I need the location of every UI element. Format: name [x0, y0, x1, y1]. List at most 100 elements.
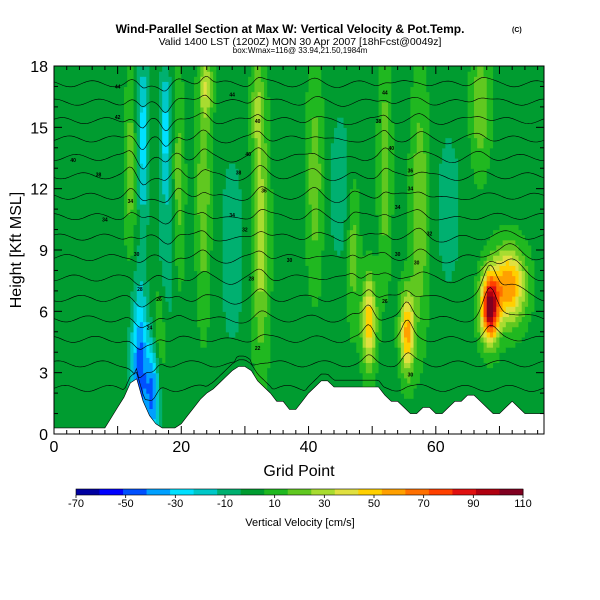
w-cell — [423, 357, 427, 434]
contour-label: 28 — [137, 287, 143, 293]
w-cell — [324, 66, 329, 434]
w-cell — [524, 331, 529, 434]
chart-subtitle: Valid 1400 LST (1200Z) MON 30 Apr 2007 [… — [159, 36, 442, 48]
w-cell — [184, 163, 189, 205]
w-cell — [486, 255, 491, 261]
w-cell — [375, 306, 380, 333]
w-cell — [423, 265, 427, 358]
w-cell — [502, 66, 507, 226]
w-cell — [489, 367, 494, 434]
w-cell — [353, 178, 357, 226]
colorbar-swatch — [405, 489, 430, 495]
w-cell — [155, 372, 160, 430]
contour-label: 34 — [128, 199, 134, 205]
w-cell — [136, 326, 141, 348]
chart-title-mark: (C) — [512, 27, 522, 34]
w-cell — [486, 280, 491, 287]
w-cell — [206, 106, 211, 134]
colorbar-swatch — [146, 489, 171, 495]
w-cell — [181, 81, 186, 282]
w-cell — [365, 280, 370, 297]
w-cell — [222, 66, 227, 190]
w-cell — [394, 347, 399, 434]
w-cell — [146, 357, 151, 384]
w-cell — [270, 66, 275, 190]
w-cell — [248, 66, 252, 77]
w-cell — [181, 66, 186, 82]
w-cell — [445, 280, 450, 434]
w-cell — [162, 152, 166, 195]
w-cell — [260, 178, 265, 292]
w-cell — [124, 244, 128, 434]
w-cell — [260, 342, 265, 415]
w-cell — [369, 270, 373, 282]
w-cell — [483, 362, 488, 434]
theta-contour — [54, 352, 544, 378]
w-cell — [152, 372, 157, 420]
w-cell — [404, 260, 408, 282]
colorbar-swatch — [240, 489, 265, 495]
w-cell — [474, 336, 478, 434]
w-cell — [178, 132, 182, 226]
w-cell — [133, 301, 138, 323]
w-cell — [416, 122, 421, 323]
w-cell — [384, 66, 389, 103]
w-cell — [499, 321, 504, 333]
w-cell — [63, 66, 68, 434]
w-cell — [486, 321, 491, 328]
w-cell — [448, 137, 453, 282]
w-cell — [248, 152, 252, 434]
w-cell — [502, 316, 507, 328]
w-cell — [416, 66, 421, 123]
w-cell — [442, 270, 446, 434]
w-cell — [321, 96, 326, 251]
w-cell — [515, 260, 520, 272]
w-cell — [454, 66, 459, 159]
w-cell — [407, 342, 411, 353]
w-cell — [139, 204, 144, 282]
w-cell — [82, 66, 87, 434]
colorbar-swatch — [428, 489, 453, 495]
w-cell — [407, 382, 411, 399]
w-cell — [251, 66, 256, 93]
w-cell — [197, 214, 201, 328]
w-cell — [439, 163, 443, 256]
w-cell — [130, 209, 135, 256]
w-cell — [375, 255, 380, 307]
contour-label: 36 — [261, 189, 267, 195]
w-cell — [509, 331, 513, 348]
w-cell — [499, 66, 504, 226]
w-cell — [369, 336, 373, 348]
w-cell — [483, 244, 488, 261]
w-cell — [155, 357, 160, 374]
w-cell — [505, 224, 510, 241]
y-axis-title: Height [Kft MSL] — [8, 192, 25, 309]
w-cell — [518, 270, 523, 297]
w-cell — [235, 168, 240, 333]
w-cell — [139, 66, 144, 77]
w-cell — [489, 347, 494, 353]
colorbar-title: Vertical Velocity [cm/s] — [245, 517, 354, 529]
theta-contour — [54, 359, 544, 401]
w-cell — [365, 270, 370, 282]
y-tick-label: 18 — [30, 59, 48, 76]
colorbar-swatch — [287, 489, 312, 495]
w-cell — [168, 66, 173, 77]
w-cell — [477, 260, 481, 282]
w-cell — [404, 377, 408, 399]
w-cell — [477, 188, 481, 261]
w-cell — [404, 280, 408, 297]
w-cell — [349, 66, 354, 190]
w-cell — [149, 352, 154, 364]
w-cell — [362, 296, 367, 348]
w-cell — [410, 311, 415, 348]
w-cell — [451, 147, 456, 272]
w-cell — [372, 296, 376, 348]
w-cell — [143, 204, 147, 297]
w-cell — [356, 66, 361, 190]
contour-label: 38 — [236, 170, 242, 176]
w-cell — [407, 362, 411, 369]
w-cell — [512, 66, 516, 226]
w-cell — [493, 270, 497, 277]
w-cell — [518, 260, 523, 272]
